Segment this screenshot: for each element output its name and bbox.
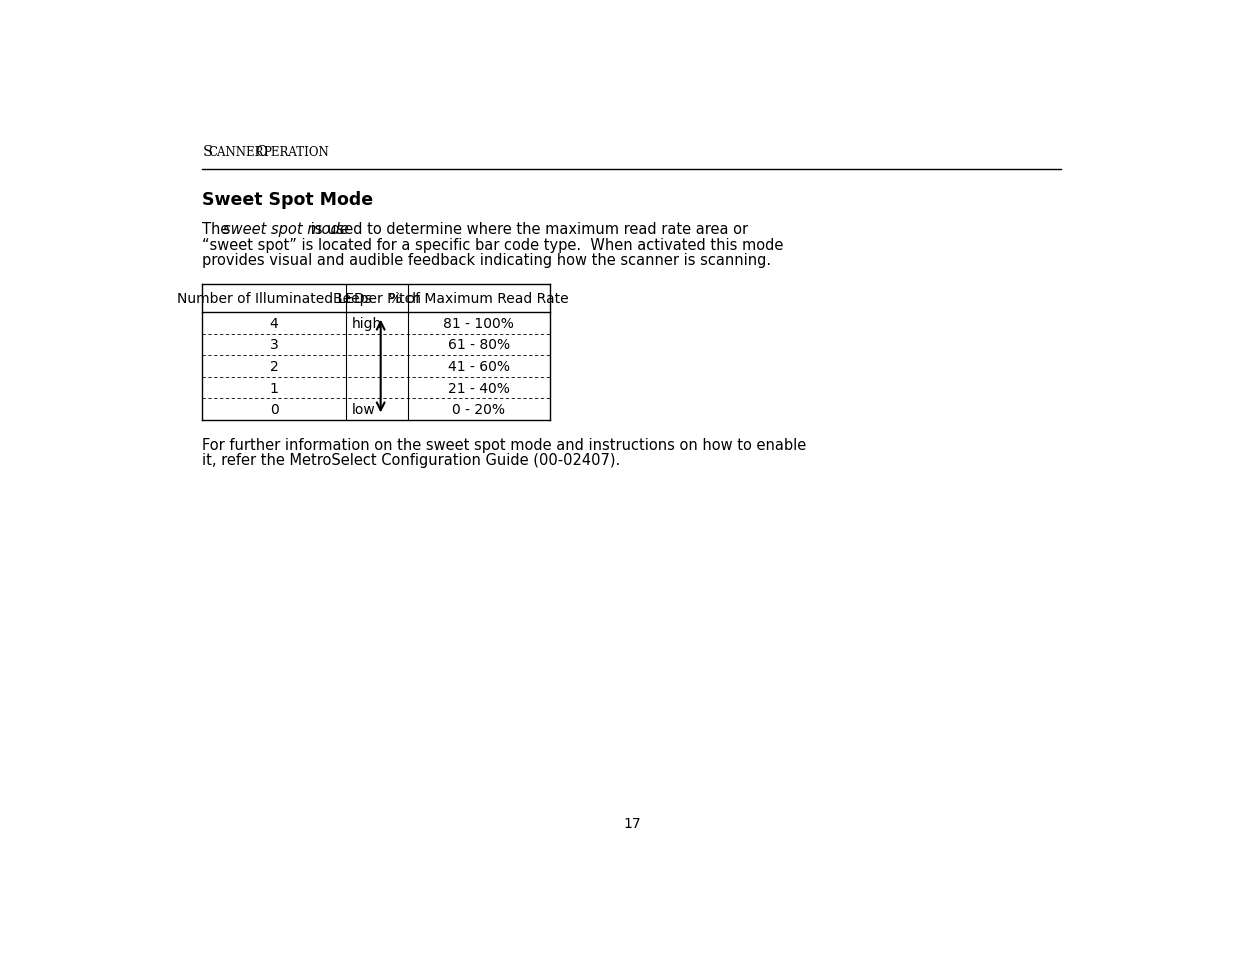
- Text: 4: 4: [269, 316, 278, 331]
- Text: sweet spot mode: sweet spot mode: [224, 222, 350, 237]
- Text: it, refer the MetroSelect Configuration Guide (00-02407).: it, refer the MetroSelect Configuration …: [203, 453, 621, 468]
- Text: Sweet Spot Mode: Sweet Spot Mode: [203, 192, 373, 210]
- Text: The: The: [203, 222, 235, 237]
- Text: O: O: [256, 145, 267, 159]
- Text: provides visual and audible feedback indicating how the scanner is scanning.: provides visual and audible feedback ind…: [203, 253, 772, 268]
- Text: high: high: [352, 316, 383, 331]
- Text: CANNER: CANNER: [209, 146, 264, 159]
- Text: % of Maximum Read Rate: % of Maximum Read Rate: [389, 292, 568, 306]
- Text: PERATION: PERATION: [263, 146, 329, 159]
- Text: 1: 1: [269, 381, 279, 395]
- Text: Number of Illuminated LEDs: Number of Illuminated LEDs: [177, 292, 372, 306]
- Text: 0 - 20%: 0 - 20%: [452, 403, 505, 416]
- Text: 41 - 60%: 41 - 60%: [448, 359, 510, 374]
- Text: is used to determine where the maximum read rate area or: is used to determine where the maximum r…: [305, 222, 747, 237]
- Text: 61 - 80%: 61 - 80%: [447, 338, 510, 352]
- Text: low: low: [352, 403, 375, 416]
- Text: 3: 3: [269, 338, 278, 352]
- Text: 2: 2: [269, 359, 278, 374]
- Text: Beeper Pitch: Beeper Pitch: [332, 292, 421, 306]
- Text: S: S: [203, 145, 212, 159]
- Text: 0: 0: [269, 403, 278, 416]
- Text: For further information on the sweet spot mode and instructions on how to enable: For further information on the sweet spo…: [203, 437, 806, 453]
- Text: 81 - 100%: 81 - 100%: [443, 316, 514, 331]
- Text: 21 - 40%: 21 - 40%: [448, 381, 510, 395]
- Text: “sweet spot” is located for a specific bar code type.  When activated this mode: “sweet spot” is located for a specific b…: [203, 237, 784, 253]
- Text: 17: 17: [624, 816, 641, 830]
